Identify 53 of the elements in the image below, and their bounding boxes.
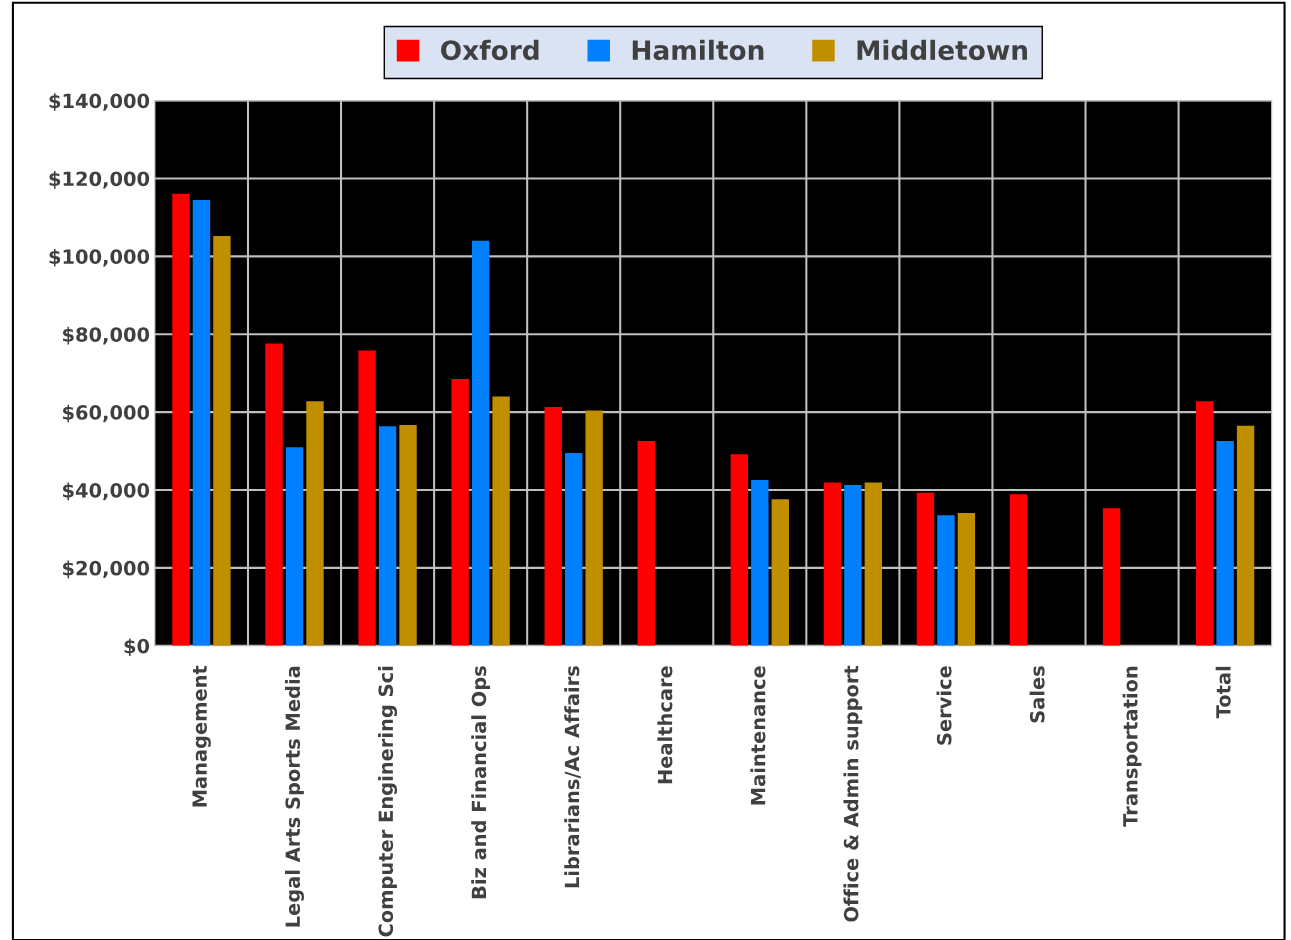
bar xyxy=(172,193,190,646)
x-tick-label: Computer Enginering Sci xyxy=(378,666,398,937)
x-tick-label: Transportation xyxy=(1122,666,1142,827)
bar xyxy=(378,426,397,646)
bar xyxy=(358,350,376,646)
x-tick-label: Office & Admin support xyxy=(843,665,863,922)
bar xyxy=(751,479,769,646)
bar xyxy=(864,482,883,646)
bar xyxy=(771,499,789,646)
y-tick-label: $80,000 xyxy=(63,326,150,345)
bar xyxy=(564,453,583,646)
bar xyxy=(730,454,749,646)
y-tick-label: $60,000 xyxy=(63,404,150,423)
bar xyxy=(1216,440,1234,646)
bar xyxy=(265,343,283,646)
y-tick-label: $100,000 xyxy=(49,248,150,267)
y-tick-label: $140,000 xyxy=(49,93,150,111)
x-tick-label: Legal Arts Sports Media xyxy=(285,666,304,927)
y-tick-label: $20,000 xyxy=(63,560,150,579)
bar xyxy=(1102,508,1121,646)
bar xyxy=(937,515,955,646)
bar xyxy=(285,447,304,646)
bar xyxy=(471,240,490,646)
y-tick-label: $40,000 xyxy=(63,482,150,501)
bar xyxy=(916,492,935,646)
x-tick-label: Management xyxy=(192,665,211,807)
legend-label: Middletown xyxy=(857,39,1027,61)
bar xyxy=(544,407,562,646)
x-tick-label: Healthcare xyxy=(657,666,673,784)
bar xyxy=(1195,401,1214,646)
x-tick-label: Service xyxy=(936,666,952,745)
x-tick-label: Total xyxy=(1215,666,1231,719)
bar xyxy=(492,396,510,646)
bar xyxy=(213,236,231,646)
x-tick-label: Biz and Financial Ops xyxy=(471,666,491,899)
bar xyxy=(451,379,469,646)
x-tick-label: Maintenance xyxy=(750,666,766,805)
bar xyxy=(1236,425,1255,646)
x-tick-label: Sales xyxy=(1029,666,1045,723)
y-tick-label: $120,000 xyxy=(49,171,150,189)
bar xyxy=(844,484,862,646)
bar xyxy=(306,401,324,646)
x-tick-label: Librarians/Ac Affairs xyxy=(564,666,581,888)
bar xyxy=(399,424,417,646)
legend-label: Hamilton xyxy=(632,39,764,61)
bar xyxy=(585,410,603,646)
bar xyxy=(1009,494,1028,646)
bar xyxy=(192,199,211,646)
y-tick-label: $0 xyxy=(124,638,150,657)
bar xyxy=(637,440,655,646)
bar xyxy=(957,512,976,646)
bar xyxy=(823,482,842,646)
legend-label: Oxford xyxy=(441,39,539,61)
